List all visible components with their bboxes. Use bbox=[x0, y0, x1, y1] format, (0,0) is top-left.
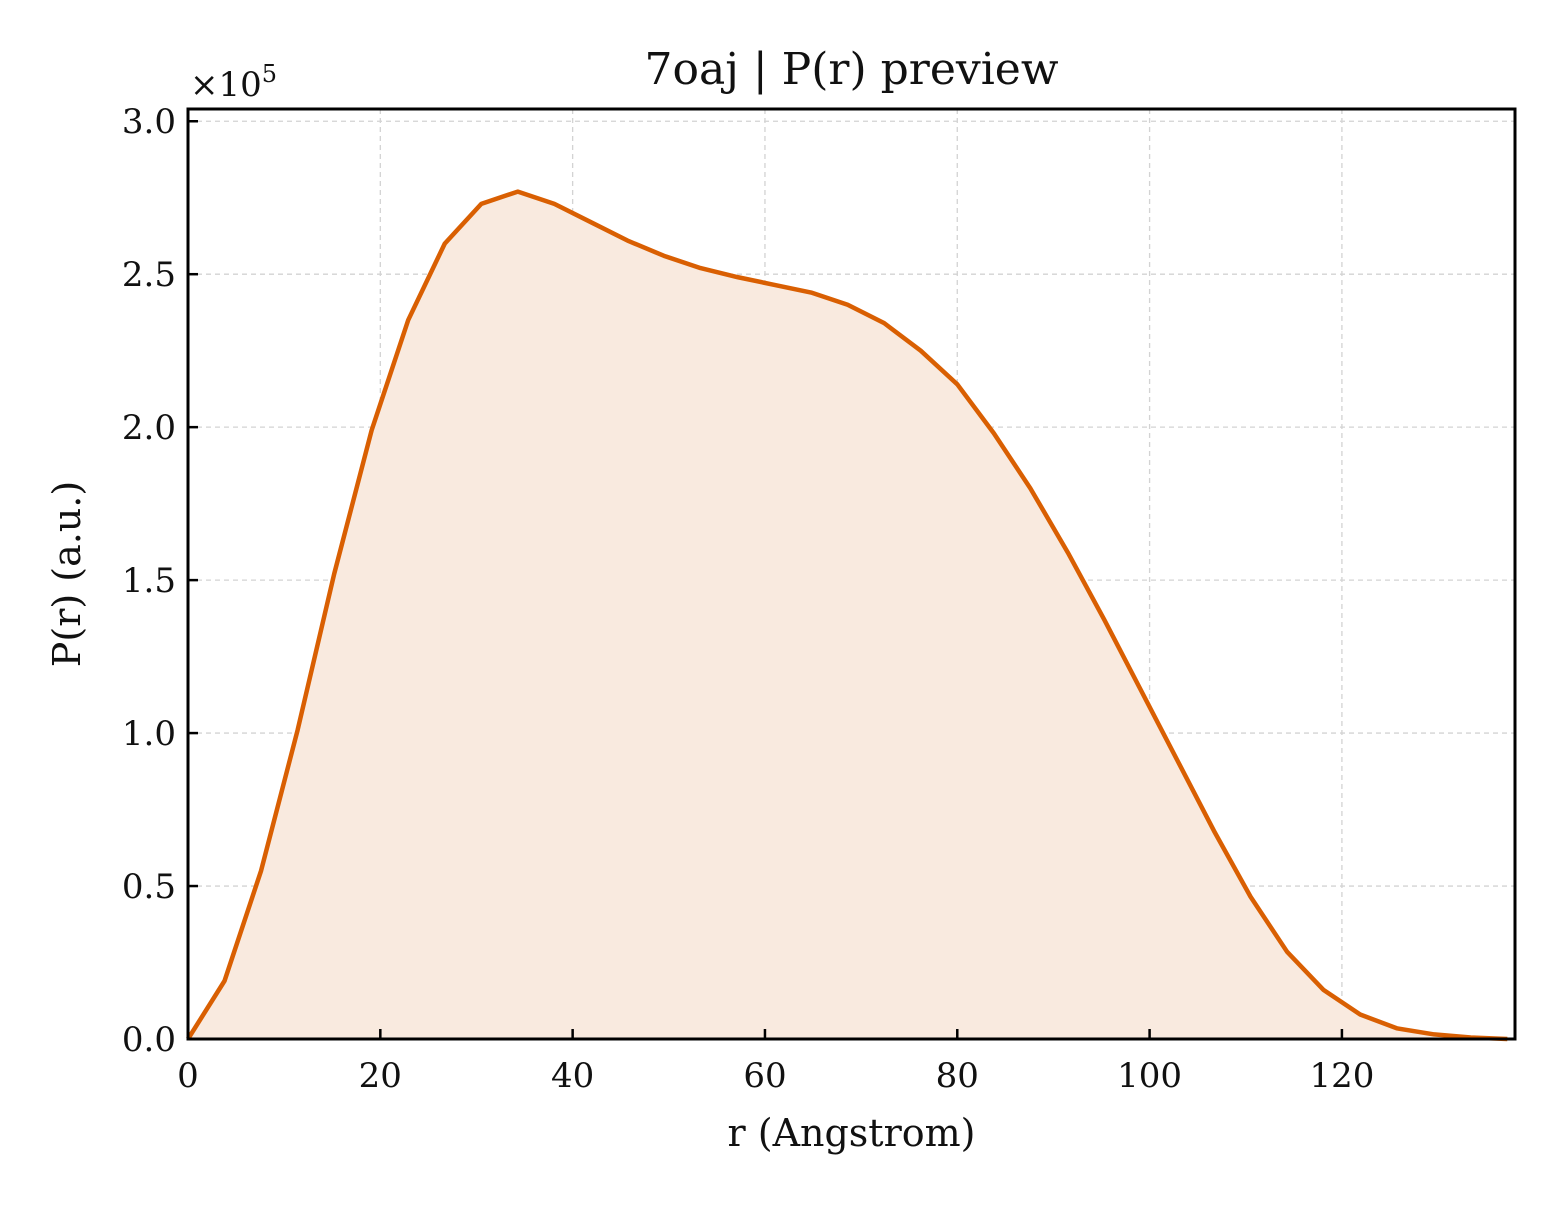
y-multiplier-base: ×10 bbox=[190, 65, 262, 105]
y-tick-label-1.5: 1.5 bbox=[122, 561, 176, 601]
y-multiplier-exponent: 5 bbox=[262, 60, 277, 88]
x-tick-label-0: 0 bbox=[177, 1056, 199, 1096]
x-tick-label-20: 20 bbox=[359, 1056, 402, 1096]
x-tick-label-120: 120 bbox=[1309, 1056, 1374, 1096]
y-tick-label-0.0: 0.0 bbox=[122, 1020, 176, 1060]
axes-frame bbox=[186, 107, 1517, 1041]
y-tick-label-3.0: 3.0 bbox=[122, 102, 176, 142]
series-line bbox=[186, 189, 1508, 1042]
y-tick-label-2.5: 2.5 bbox=[122, 255, 176, 295]
y-tick-label-0.5: 0.5 bbox=[122, 867, 176, 907]
y-axis-multiplier: ×105 bbox=[190, 60, 277, 105]
y-axis-label: P(r) (a.u.) bbox=[45, 481, 89, 667]
x-axis-label: r (Angstrom) bbox=[728, 1111, 976, 1155]
ticks: 0 20 40 60 80 100 120 0.0 0.5 1.0 1.5 2.0 2.5 3.0 bbox=[122, 102, 1374, 1096]
x-tick-label-100: 100 bbox=[1117, 1056, 1182, 1096]
chart-title: 7oaj | P(r) preview bbox=[645, 44, 1059, 95]
x-tick-label-80: 80 bbox=[936, 1056, 979, 1096]
x-tick-label-60: 60 bbox=[743, 1056, 786, 1096]
x-tick-label-40: 40 bbox=[551, 1056, 594, 1096]
y-tick-label-1.0: 1.0 bbox=[122, 714, 176, 754]
area-fill bbox=[188, 191, 1508, 1040]
y-tick-label-2.0: 2.0 bbox=[122, 408, 176, 448]
